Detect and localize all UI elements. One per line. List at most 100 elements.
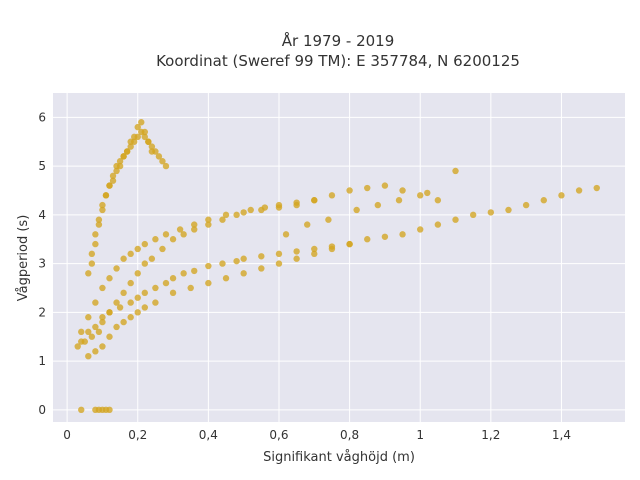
plot-area <box>53 93 625 422</box>
data-point <box>116 158 124 165</box>
data-point <box>180 270 187 277</box>
data-point <box>141 128 149 136</box>
data-point <box>127 138 134 145</box>
data-point <box>540 197 547 204</box>
data-point <box>374 201 382 209</box>
data-point <box>88 333 96 340</box>
y-axis-label: Vågperiod (s) <box>16 215 31 302</box>
data-point <box>191 221 198 228</box>
data-point <box>99 343 106 350</box>
data-point <box>233 211 240 219</box>
data-point <box>293 255 300 262</box>
data-point <box>424 189 431 197</box>
data-point <box>162 279 170 287</box>
data-point <box>275 250 283 258</box>
data-point <box>395 197 403 204</box>
data-point <box>240 255 247 262</box>
data-point <box>106 309 113 316</box>
data-point <box>120 153 127 160</box>
data-point <box>123 148 131 155</box>
x-tick-labels: 0 0,2 0,4 0,6 0,8 1 1,2 1,4 <box>63 428 571 442</box>
data-point <box>487 209 495 216</box>
data-point <box>116 304 124 311</box>
data-point <box>92 348 99 355</box>
data-point <box>141 260 149 267</box>
data-point <box>85 314 92 321</box>
y-tick-label: 3 <box>38 257 46 271</box>
data-point <box>99 318 106 326</box>
data-point <box>293 248 300 255</box>
data-point <box>148 255 156 262</box>
data-point <box>219 260 226 267</box>
data-point <box>311 245 318 253</box>
data-point <box>145 138 152 145</box>
data-point <box>325 216 332 223</box>
data-point <box>92 231 99 238</box>
data-point <box>258 253 265 260</box>
data-point <box>88 260 96 267</box>
data-point <box>141 133 149 141</box>
data-point <box>434 197 442 204</box>
data-point <box>247 206 254 214</box>
data-point <box>85 270 92 277</box>
data-point <box>417 192 424 199</box>
data-point <box>275 204 283 211</box>
data-point <box>434 221 442 228</box>
data-points <box>74 119 600 414</box>
data-point <box>127 314 134 321</box>
data-point <box>328 192 336 199</box>
data-point <box>113 323 120 331</box>
data-point <box>148 143 156 150</box>
x-tick-label: 1,4 <box>552 428 571 442</box>
data-point <box>399 187 406 194</box>
data-point <box>346 240 353 248</box>
y-tick-label: 4 <box>38 208 46 222</box>
data-point <box>127 143 134 150</box>
data-point <box>258 206 265 214</box>
data-point <box>593 184 600 192</box>
data-point <box>222 211 230 219</box>
x-gridlines <box>66 93 562 422</box>
data-point <box>381 182 389 189</box>
data-point <box>120 255 127 262</box>
data-point <box>505 206 512 214</box>
x-tick-label: 0,8 <box>340 428 359 442</box>
data-point <box>106 333 113 340</box>
data-point <box>293 201 300 209</box>
data-point <box>120 318 127 326</box>
data-point <box>116 162 124 170</box>
x-tick-label: 1 <box>416 428 424 442</box>
data-point <box>311 197 318 204</box>
data-point <box>205 216 212 223</box>
x-axis-label: Signifikant våghöjd (m) <box>263 450 415 465</box>
data-point <box>106 182 113 189</box>
data-point <box>99 201 106 209</box>
data-point <box>81 338 88 345</box>
data-point <box>141 304 149 311</box>
data-point <box>169 289 177 297</box>
data-point <box>558 192 565 199</box>
data-point <box>95 221 103 228</box>
data-point <box>92 299 99 306</box>
data-point <box>109 172 117 180</box>
data-point <box>155 153 163 160</box>
x-tick-label: 0,4 <box>199 428 218 442</box>
data-point <box>364 184 371 192</box>
y-tick-label: 5 <box>38 159 46 173</box>
data-point <box>240 209 247 216</box>
data-point <box>522 201 530 209</box>
x-tick-label: 1,2 <box>481 428 500 442</box>
data-point <box>85 328 92 336</box>
data-point <box>328 245 336 253</box>
data-point <box>134 294 141 301</box>
data-point <box>180 231 187 238</box>
data-point <box>92 323 99 331</box>
data-point <box>417 226 424 233</box>
chart-title-line2: Koordinat (Sweref 99 TM): E 357784, N 62… <box>156 52 520 70</box>
data-point <box>148 148 156 155</box>
data-point <box>222 275 230 282</box>
data-point <box>99 314 106 321</box>
data-point <box>233 257 240 265</box>
data-point <box>102 192 110 199</box>
